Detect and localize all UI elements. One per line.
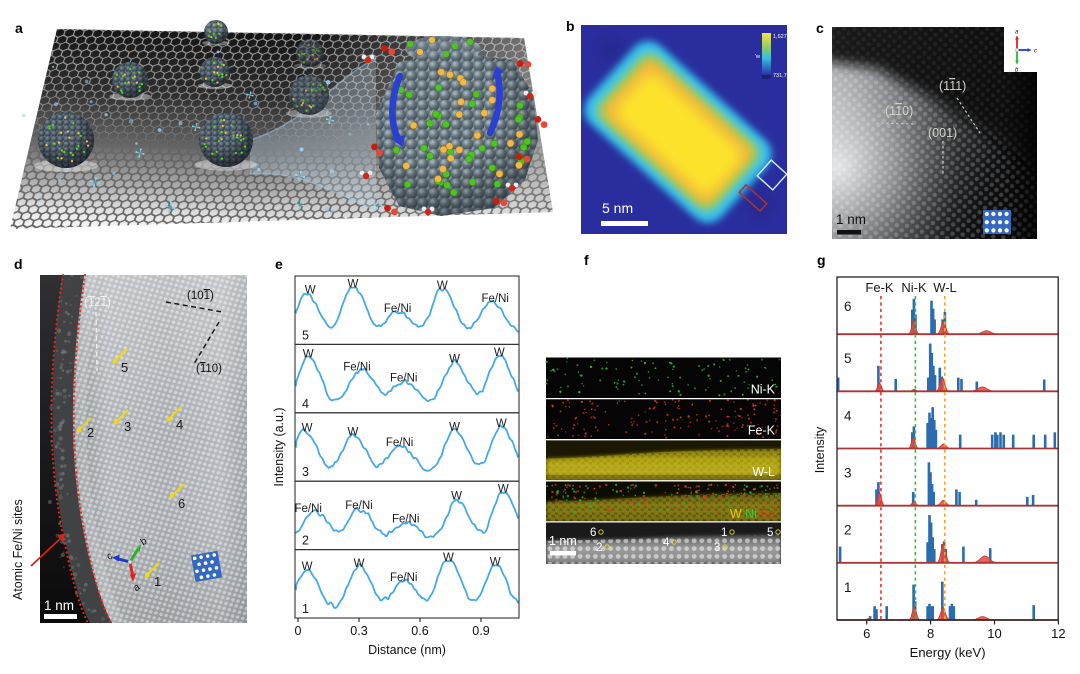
svg-text:1: 1 xyxy=(844,580,852,595)
svg-text:W: W xyxy=(451,491,462,503)
svg-text:W: W xyxy=(449,421,460,433)
svg-text:1 nm: 1 nm xyxy=(549,534,577,548)
svg-text:W: W xyxy=(496,418,507,430)
svg-text:Fe/Ni: Fe/Ni xyxy=(390,572,417,584)
svg-text:(110): (110) xyxy=(196,363,222,375)
svg-text:W: W xyxy=(302,422,313,434)
svg-text:W-L: W-L xyxy=(933,280,957,295)
svg-text:Fe/Ni: Fe/Ni xyxy=(481,293,508,305)
svg-text:0.6: 0.6 xyxy=(411,624,428,638)
svg-text:5: 5 xyxy=(302,328,309,342)
svg-text:Fe/Ni: Fe/Ni xyxy=(386,437,413,449)
svg-text:b: b xyxy=(138,536,150,548)
svg-text:Ni-K: Ni-K xyxy=(901,280,927,295)
svg-text:W-L: W-L xyxy=(752,465,775,479)
svg-text:4: 4 xyxy=(302,397,309,411)
svg-text:5: 5 xyxy=(767,527,773,539)
svg-text:(101): (101) xyxy=(187,290,214,302)
svg-text:W: W xyxy=(302,561,313,573)
svg-text:5 nm: 5 nm xyxy=(602,200,633,216)
svg-text:5: 5 xyxy=(121,360,128,375)
svg-text:2: 2 xyxy=(844,523,852,538)
svg-text:W: W xyxy=(305,285,316,297)
svg-text:Energy (keV): Energy (keV) xyxy=(910,645,986,660)
svg-text:Fe/Ni: Fe/Ni xyxy=(343,361,370,373)
svg-text:W: W xyxy=(354,558,365,570)
svg-text:6: 6 xyxy=(590,527,596,539)
svg-text:W: W xyxy=(494,347,505,359)
svg-text:Fe/Ni: Fe/Ni xyxy=(294,503,321,515)
svg-text:c: c xyxy=(1034,48,1037,54)
svg-text:Fe-K: Fe-K xyxy=(865,280,894,295)
svg-text:Distance (nm): Distance (nm) xyxy=(368,643,446,657)
svg-text:2: 2 xyxy=(87,425,94,440)
svg-text:c: c xyxy=(104,551,115,563)
svg-text:3: 3 xyxy=(124,419,131,434)
svg-text:Ni-K: Ni-K xyxy=(751,383,776,397)
svg-text:0.9: 0.9 xyxy=(472,624,489,638)
svg-text:Intensity: Intensity xyxy=(813,426,827,473)
svg-text:(121): (121) xyxy=(84,297,111,309)
svg-text:W: W xyxy=(498,484,509,496)
svg-text:1 nm: 1 nm xyxy=(836,212,866,227)
svg-text:'w: 'w xyxy=(755,54,760,60)
svg-text:1,627: 1,627 xyxy=(773,34,787,40)
svg-text:W: W xyxy=(437,280,448,292)
svg-text:Intensity (a.u.): Intensity (a.u.) xyxy=(272,407,286,486)
svg-text:a: a xyxy=(131,582,143,594)
svg-text:2: 2 xyxy=(302,534,309,548)
svg-text:2: 2 xyxy=(596,542,602,554)
svg-text:4: 4 xyxy=(844,408,852,423)
svg-text:0: 0 xyxy=(295,624,302,638)
svg-text:b: b xyxy=(1015,68,1019,74)
svg-text:Fe/Ni: Fe/Ni xyxy=(392,513,419,525)
svg-text:1: 1 xyxy=(302,602,309,616)
svg-text:6: 6 xyxy=(844,299,852,314)
svg-text:6: 6 xyxy=(178,496,185,511)
svg-text:1: 1 xyxy=(721,527,727,539)
svg-text:1: 1 xyxy=(154,574,161,589)
svg-text:12: 12 xyxy=(1051,626,1065,641)
svg-text:(111): (111) xyxy=(939,79,966,93)
svg-text:6: 6 xyxy=(863,626,870,641)
svg-text:10: 10 xyxy=(987,626,1001,641)
svg-text:(110): (110) xyxy=(885,104,913,118)
svg-text:Fe/Ni: Fe/Ni xyxy=(384,303,411,315)
svg-text:W Ni Fe: W Ni Fe xyxy=(730,507,775,521)
svg-text:5: 5 xyxy=(844,351,852,366)
svg-text:W: W xyxy=(347,279,358,291)
svg-text:(001): (001) xyxy=(928,126,957,140)
svg-text:W: W xyxy=(347,427,358,439)
svg-text:1 nm: 1 nm xyxy=(44,598,74,613)
svg-text:8: 8 xyxy=(927,626,934,641)
svg-text:4: 4 xyxy=(176,417,183,432)
svg-text:731.7: 731.7 xyxy=(773,73,787,79)
svg-text:a: a xyxy=(1015,30,1019,36)
svg-text:Fe/Ni: Fe/Ni xyxy=(390,372,417,384)
svg-text:Fe-K: Fe-K xyxy=(748,424,776,438)
svg-text:0.3: 0.3 xyxy=(350,624,367,638)
svg-text:Atomic Fe/Ni sites: Atomic Fe/Ni sites xyxy=(11,499,25,600)
svg-text:3: 3 xyxy=(844,466,852,481)
svg-text:3: 3 xyxy=(302,465,309,479)
svg-text:W: W xyxy=(303,349,314,361)
svg-text:4: 4 xyxy=(663,537,670,549)
svg-text:3: 3 xyxy=(714,542,720,554)
svg-text:W: W xyxy=(490,557,501,569)
svg-text:W: W xyxy=(449,353,460,365)
svg-text:Fe/Ni: Fe/Ni xyxy=(345,500,372,512)
svg-text:W: W xyxy=(443,552,454,564)
